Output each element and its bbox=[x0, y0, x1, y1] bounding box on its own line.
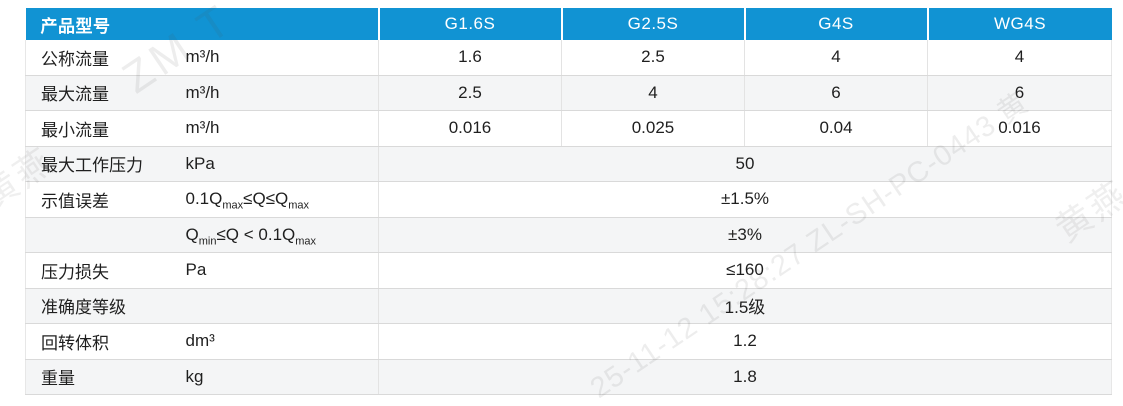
row-unit: m³/h bbox=[185, 75, 379, 111]
header-model-g1-6s: G1.6S bbox=[377, 8, 562, 40]
cell-value: 0.025 bbox=[561, 110, 745, 147]
row-unit: kg bbox=[185, 359, 379, 395]
row-label: 公称流量 bbox=[25, 40, 186, 76]
row-label: 回转体积 bbox=[25, 323, 186, 360]
row-weight: 重量 kg 1.8 bbox=[25, 359, 1112, 395]
row-max-working-pressure: 最大工作压力 kPa 50 bbox=[25, 146, 1112, 182]
cell-value: 0.016 bbox=[378, 110, 562, 147]
cell-span-value: ≤160 bbox=[378, 252, 1112, 289]
row-pressure-loss: 压力损失 Pa ≤160 bbox=[25, 252, 1112, 289]
row-unit: m³/h bbox=[185, 110, 379, 147]
cell-value: 2.5 bbox=[378, 75, 562, 111]
cell-value: 2.5 bbox=[561, 40, 745, 76]
header-model-g4s: G4S bbox=[743, 8, 928, 40]
cell-value: 4 bbox=[561, 75, 745, 111]
cell-value: 0.016 bbox=[927, 110, 1112, 147]
cell-value: 0.04 bbox=[744, 110, 928, 147]
row-indication-error-high: 示值误差 0.1Qmax≤Q≤Qmax ±1.5% bbox=[25, 181, 1112, 218]
row-label bbox=[25, 217, 186, 253]
row-label: 压力损失 bbox=[25, 252, 186, 289]
row-min-flow: 最小流量 m³/h 0.016 0.025 0.04 0.016 bbox=[25, 110, 1112, 147]
product-spec-table: 产品型号 G1.6S G2.5S G4S WG4S 公称流量 m³/h 1.6 … bbox=[25, 8, 1112, 395]
cell-value: 6 bbox=[927, 75, 1112, 111]
row-flow-condition: 0.1Qmax≤Q≤Qmax bbox=[185, 181, 379, 218]
header-model-g2-5s: G2.5S bbox=[560, 8, 745, 40]
row-nominal-flow: 公称流量 m³/h 1.6 2.5 4 4 bbox=[25, 40, 1112, 76]
cell-span-value: 1.2 bbox=[378, 323, 1112, 360]
header-model-wg4s: WG4S bbox=[926, 8, 1112, 40]
cell-span-value: ±3% bbox=[378, 217, 1112, 253]
cell-value: 4 bbox=[927, 40, 1112, 76]
row-cyclic-volume: 回转体积 dm³ 1.2 bbox=[25, 323, 1112, 360]
cell-span-value: ±1.5% bbox=[378, 181, 1112, 218]
row-unit: kPa bbox=[185, 146, 379, 182]
row-indication-error-low: Qmin≤Q < 0.1Qmax ±3% bbox=[25, 217, 1112, 253]
row-unit: dm³ bbox=[185, 323, 379, 360]
row-label: 最大工作压力 bbox=[25, 146, 186, 182]
row-unit bbox=[185, 288, 379, 324]
row-flow-condition: Qmin≤Q < 0.1Qmax bbox=[185, 217, 379, 253]
cell-span-value: 50 bbox=[378, 146, 1112, 182]
row-label: 最小流量 bbox=[25, 110, 186, 147]
row-unit: m³/h bbox=[185, 40, 379, 76]
row-label: 示值误差 bbox=[25, 181, 186, 218]
header-product-model: 产品型号 bbox=[25, 8, 379, 40]
row-label: 最大流量 bbox=[25, 75, 186, 111]
cell-value: 4 bbox=[744, 40, 928, 76]
header-row: 产品型号 G1.6S G2.5S G4S WG4S bbox=[25, 8, 1112, 40]
cell-span-value: 1.5级 bbox=[378, 288, 1112, 324]
cell-value: 6 bbox=[744, 75, 928, 111]
cell-value: 1.6 bbox=[378, 40, 562, 76]
row-accuracy-class: 准确度等级 1.5级 bbox=[25, 288, 1112, 324]
row-max-flow: 最大流量 m³/h 2.5 4 6 6 bbox=[25, 75, 1112, 111]
row-label: 准确度等级 bbox=[25, 288, 186, 324]
cell-span-value: 1.8 bbox=[378, 359, 1112, 395]
row-unit: Pa bbox=[185, 252, 379, 289]
row-label: 重量 bbox=[25, 359, 186, 395]
